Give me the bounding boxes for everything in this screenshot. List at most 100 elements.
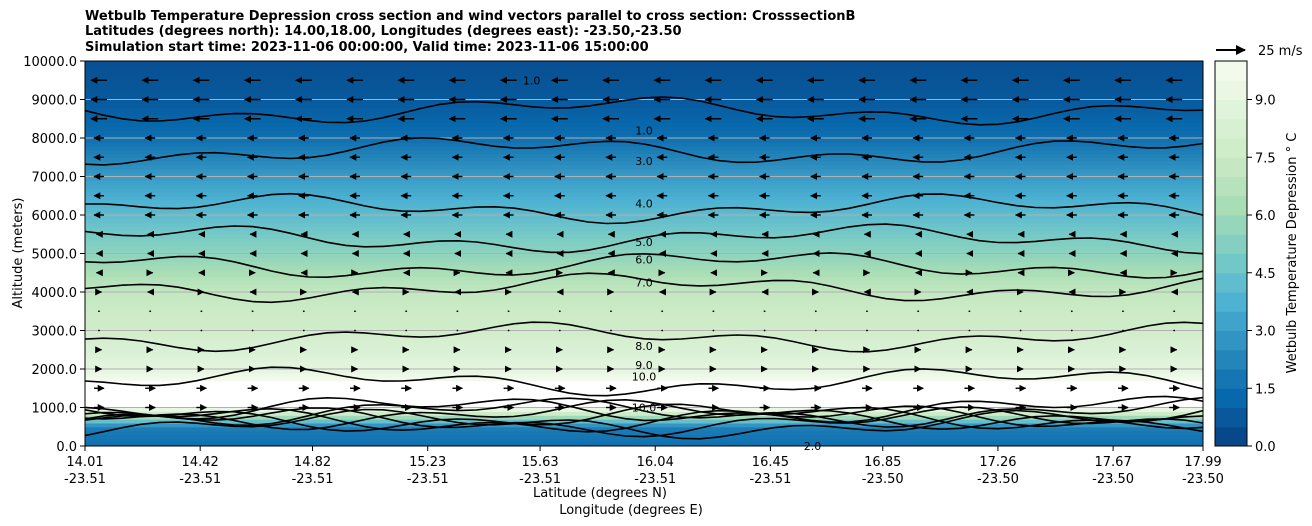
fill-band <box>85 172 1203 178</box>
fill-band <box>85 215 1203 220</box>
fill-band <box>85 180 1203 185</box>
contour-line <box>85 398 1203 431</box>
fill-band <box>85 238 1203 243</box>
chart-title-line-3: Simulation start time: 2023-11-06 00:00:… <box>85 40 649 55</box>
fill-band <box>85 357 1203 362</box>
wind-vector <box>405 329 408 332</box>
wind-vector <box>405 310 408 313</box>
contour-label: 7.0 <box>635 276 653 289</box>
y-axis: 0.0 1000.0 2000.0 3000.0 4000.0 5000.0 6000.0 7… <box>23 55 85 455</box>
fill-band <box>85 311 1203 316</box>
contour-line <box>85 223 1203 255</box>
contour-label: 8.0 <box>635 340 653 353</box>
fill-band <box>85 345 1203 351</box>
fill-band <box>85 114 1203 120</box>
colorbar-band <box>1215 253 1247 274</box>
fill-band <box>85 64 1203 70</box>
colorbar-band <box>1215 176 1247 197</box>
colorbar-band <box>1215 407 1247 428</box>
y-axis-label: Altitude (meters) <box>11 198 26 309</box>
x-axis-label-latitude: Latitude (degrees N) <box>533 486 667 501</box>
wind-vector <box>610 329 612 332</box>
contour-line <box>85 272 1203 304</box>
fill-band <box>85 61 1203 66</box>
fill-band <box>85 168 1203 174</box>
wind-vector <box>968 329 971 332</box>
fill-band <box>85 388 1203 393</box>
fill-band <box>85 415 1203 420</box>
fill-band <box>85 191 1203 197</box>
fill-band <box>85 203 1203 208</box>
fill-band <box>85 199 1203 205</box>
x-tick-label-lon: -23.51 <box>292 472 334 487</box>
wind-vector <box>763 329 766 332</box>
fill-band <box>85 407 1203 412</box>
fill-band <box>85 376 1203 382</box>
colorbar-band <box>1215 349 1247 370</box>
fill-band <box>85 122 1203 128</box>
wind-vector <box>507 310 510 313</box>
fill-band <box>85 395 1203 401</box>
colorbar-band <box>1215 215 1247 235</box>
colorbar-tick-label: 9.0 <box>1255 94 1276 109</box>
y-tick-label: 2000.0 <box>32 363 78 378</box>
wind-vector <box>968 310 971 313</box>
contour-line <box>85 406 1203 438</box>
y-tick-label: 9000.0 <box>32 94 78 109</box>
wind-vector <box>1122 329 1124 332</box>
fill-band <box>85 226 1203 231</box>
colorbar-tick-label: 0.0 <box>1255 440 1276 455</box>
fill-band <box>85 76 1203 81</box>
x-tick-label-lat: 16.04 <box>637 455 674 470</box>
contour-line <box>85 192 1203 225</box>
fill-band <box>85 68 1203 74</box>
wind-vector <box>1173 310 1176 313</box>
wind-vector <box>149 329 152 332</box>
fill-band <box>85 91 1203 97</box>
chart-title-line-2: Latitudes (degrees north): 14.00,18.00, … <box>85 24 682 39</box>
contour-label: 10.0 <box>632 402 657 415</box>
fill-band <box>85 195 1203 201</box>
fill-band <box>85 419 1203 424</box>
contour-line <box>85 396 1203 428</box>
fill-band <box>85 126 1203 131</box>
wind-vector <box>866 310 868 313</box>
x-tick-label-lat: 16.85 <box>864 455 901 470</box>
colorbar-frame <box>1214 60 1248 447</box>
colorbar-band <box>1215 272 1247 293</box>
colorbar-band <box>1215 426 1247 447</box>
fill-band <box>85 72 1203 77</box>
x-axis: 14.01 -23.51 14.42 -23.51 14.82 -23.51 15.23 -2… <box>64 446 1224 487</box>
fill-band <box>85 369 1203 374</box>
colorbar-band <box>1215 118 1247 139</box>
wind-vector <box>302 329 305 332</box>
x-tick-label-lat: 15.23 <box>409 455 446 470</box>
fill-band <box>85 268 1203 274</box>
colorbar-tick-label: 4.5 <box>1255 267 1276 282</box>
wind-vector <box>1070 310 1073 313</box>
wind-vector <box>354 329 356 332</box>
x-tick-label-lon: -23.51 <box>749 472 791 487</box>
contour-line <box>85 321 1203 353</box>
wind-vector <box>712 310 715 313</box>
fill-band <box>85 99 1203 104</box>
fill-band <box>85 164 1203 170</box>
x-tick-label-lat: 15.63 <box>521 455 558 470</box>
wind-vector <box>712 329 715 332</box>
fill-band <box>85 349 1203 355</box>
fill-band <box>85 145 1203 151</box>
y-tick-label: 7000.0 <box>32 171 78 186</box>
contour-label: 5.0 <box>635 236 653 249</box>
x-tick-label-lat: 14.82 <box>294 455 331 470</box>
fill-band <box>85 342 1203 347</box>
fill-band <box>85 207 1203 212</box>
fill-band <box>85 392 1203 397</box>
colorbar-tick-label: 1.5 <box>1255 382 1276 397</box>
y-tick-label: 8000.0 <box>32 132 78 147</box>
fill-band <box>85 322 1203 328</box>
y-tick-label: 0.0 <box>56 440 77 455</box>
y-tick-label: 5000.0 <box>32 248 78 263</box>
wind-vector <box>149 310 152 313</box>
contour-label: 3.0 <box>635 155 653 168</box>
wind-vector <box>98 310 100 313</box>
